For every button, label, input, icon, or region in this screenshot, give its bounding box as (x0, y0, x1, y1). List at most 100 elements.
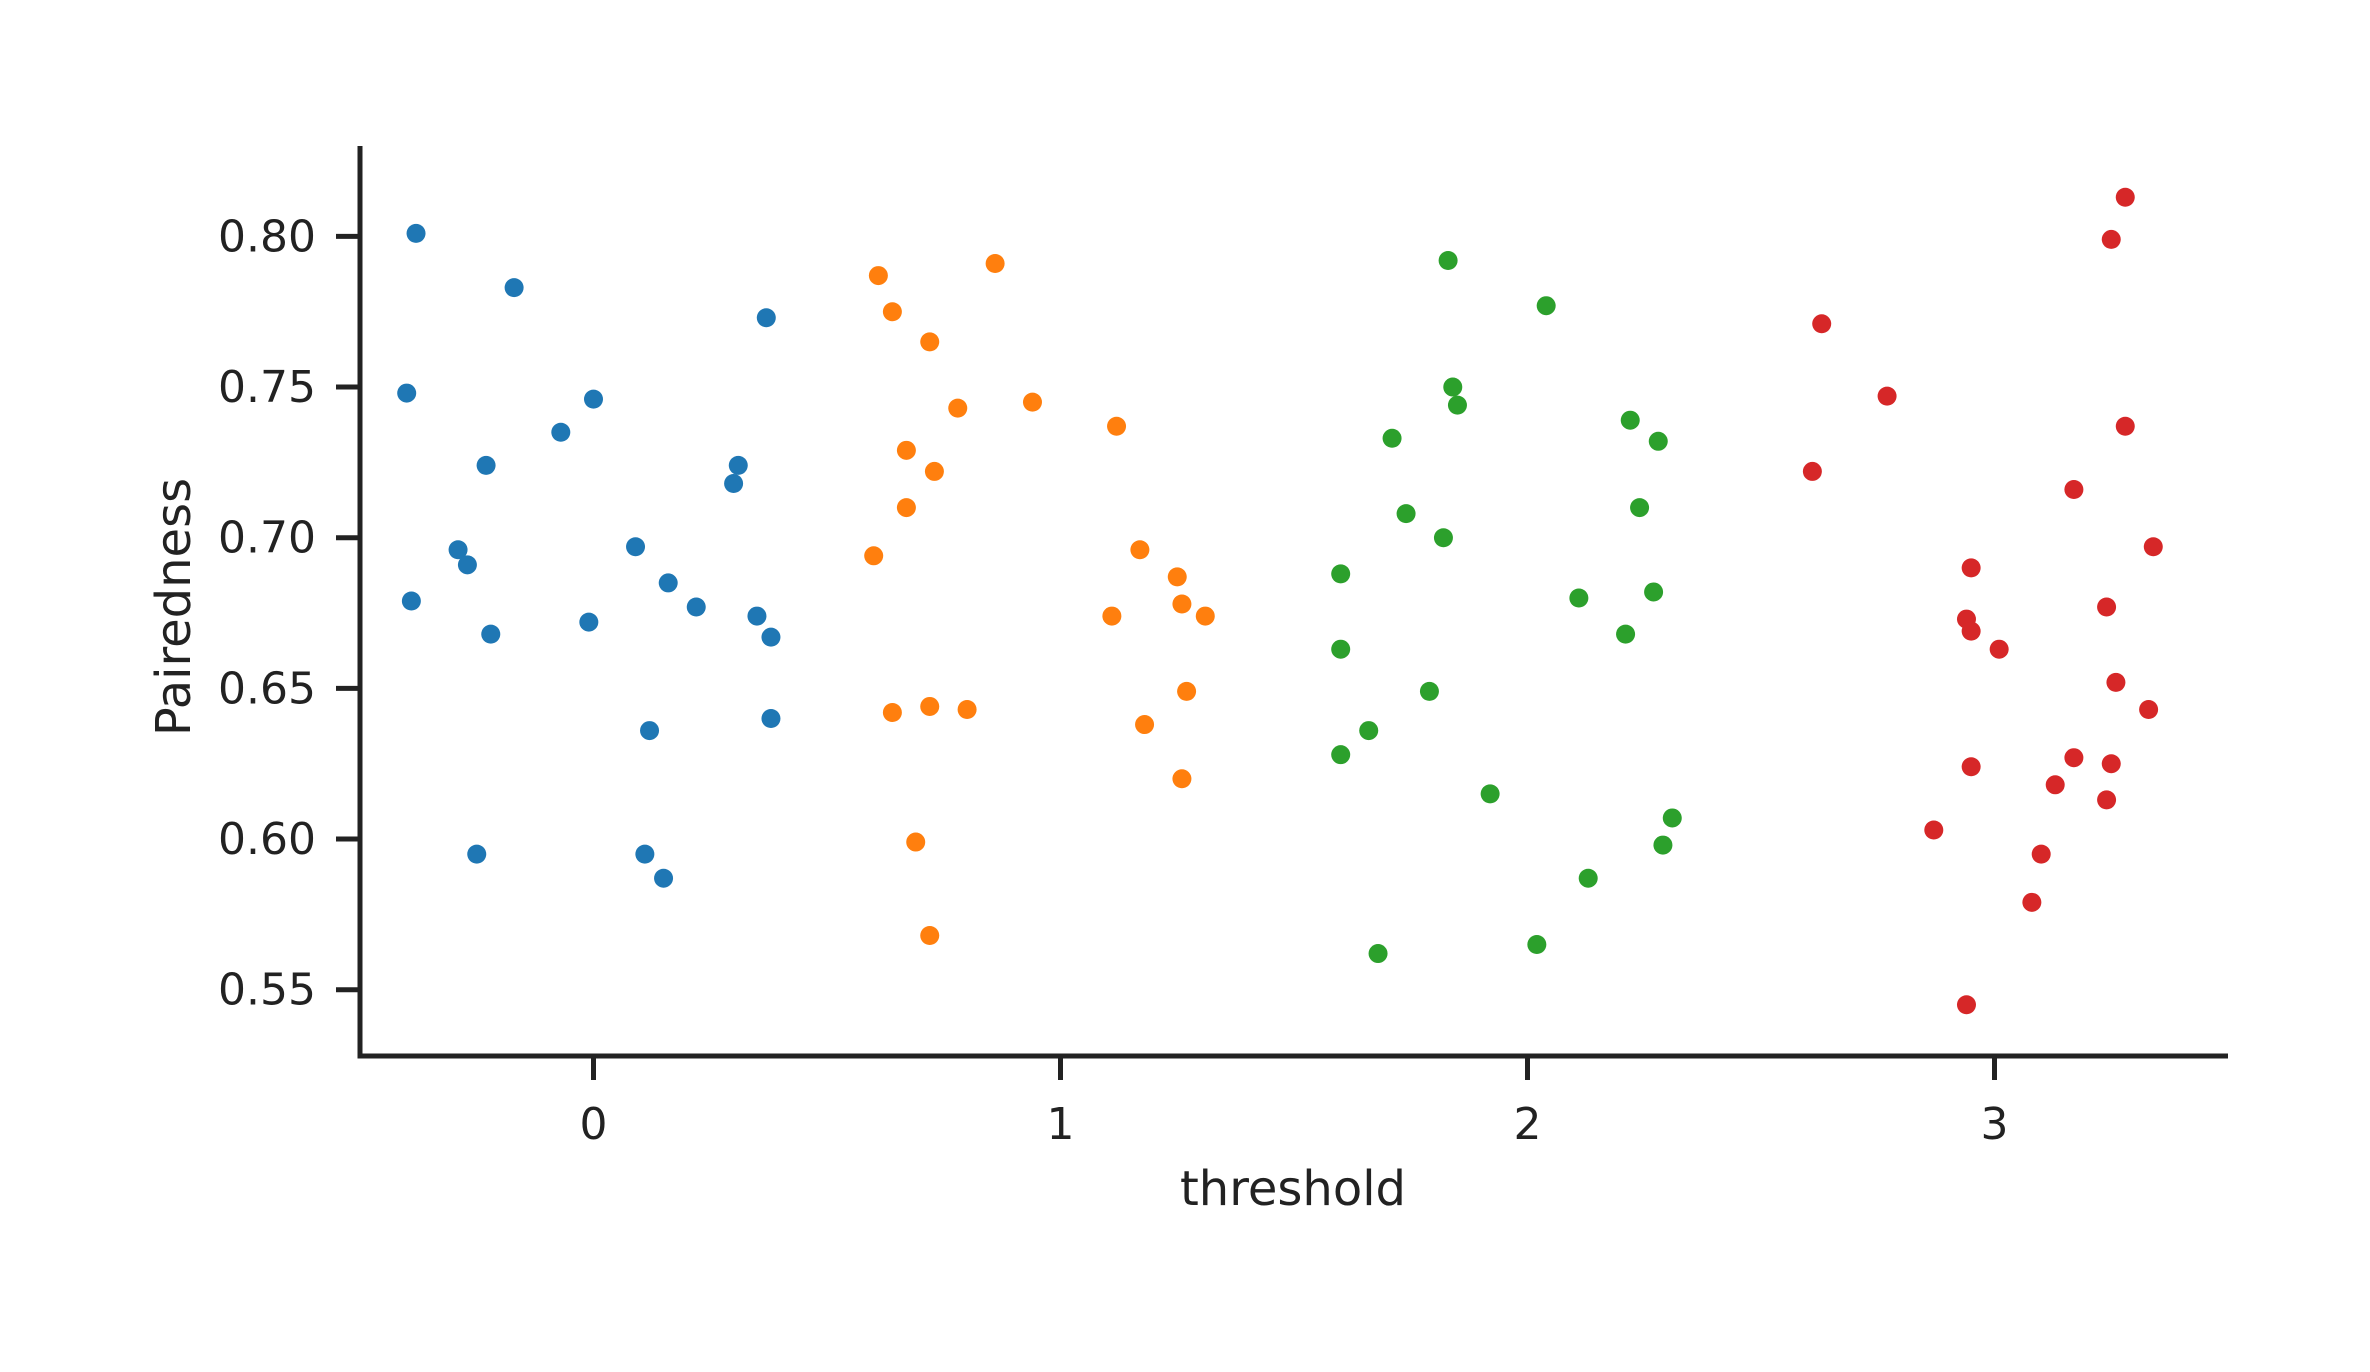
data-point (1616, 624, 1636, 644)
data-point (2101, 754, 2121, 774)
data-point (551, 422, 571, 442)
data-point (1644, 582, 1664, 602)
y-tick-label: 0.60 (218, 814, 316, 865)
data-point (635, 844, 655, 864)
data-point (1447, 395, 1467, 415)
data-point (747, 606, 767, 626)
data-point (1961, 621, 1981, 641)
x-tick-label: 2 (1514, 1099, 1542, 1150)
data-point (654, 868, 674, 888)
data-point (1961, 558, 1981, 578)
data-point (1396, 504, 1416, 524)
data-point (2064, 748, 2084, 768)
data-point (896, 498, 916, 518)
data-point (397, 383, 417, 403)
y-axis-ticks: 0.55 0.60 0.65 0.70 0.75 0.80 (218, 211, 360, 1016)
data-point (756, 308, 776, 328)
data-point (1382, 428, 1402, 448)
y-tick-label: 0.55 (218, 965, 316, 1016)
data-point (1331, 564, 1351, 584)
data-point (1130, 540, 1150, 560)
data-point (584, 389, 603, 409)
y-tick-label: 0.75 (218, 362, 316, 413)
data-point (481, 624, 501, 644)
data-point (2115, 416, 2135, 436)
data-point (2097, 790, 2117, 810)
data-point (920, 696, 940, 716)
data-point (728, 455, 748, 475)
data-point (504, 278, 524, 298)
data-point (626, 537, 646, 557)
data-point (2139, 699, 2159, 719)
data-point (882, 702, 902, 722)
data-point (882, 302, 902, 322)
data-point (2031, 844, 2051, 864)
data-point (1102, 606, 1122, 626)
data-point (1177, 681, 1197, 701)
data-point (920, 332, 940, 352)
y-tick-label: 0.70 (218, 513, 316, 564)
data-point (640, 721, 660, 741)
data-point (1648, 431, 1668, 451)
x-axis-label: threshold (1180, 1161, 1406, 1217)
data-point (658, 573, 678, 593)
data-point (1877, 386, 1897, 406)
data-point (924, 461, 944, 481)
data-point (1419, 681, 1439, 701)
series-1 (397, 223, 781, 888)
data-point (1662, 808, 1682, 828)
data-point (868, 266, 888, 286)
data-point (1620, 410, 1640, 430)
x-tick-label: 1 (1047, 1099, 1075, 1150)
data-point (448, 540, 468, 560)
data-point (2097, 597, 2117, 617)
data-point (2064, 480, 2084, 500)
data-point (1331, 639, 1351, 659)
data-point (1135, 715, 1155, 735)
data-point (1172, 769, 1192, 789)
data-point (2045, 775, 2065, 795)
data-point (1536, 296, 1556, 316)
data-point (1956, 995, 1976, 1015)
data-point (948, 398, 968, 418)
data-point (1630, 498, 1650, 518)
data-point (1359, 721, 1379, 741)
data-point (457, 555, 477, 575)
data-point (1107, 416, 1127, 436)
data-point (467, 844, 487, 864)
data-point (1443, 377, 1463, 397)
y-axis-label: Pairedness (146, 478, 202, 736)
y-tick-label: 0.80 (218, 211, 316, 262)
data-point (1653, 835, 1673, 855)
x-axis-ticks: 0 1 2 3 (580, 1056, 2009, 1150)
data-point (1989, 639, 2009, 659)
series-4 (1802, 187, 2163, 1015)
data-point (579, 612, 599, 632)
axes: 0 1 2 3 0.55 0.60 0.65 0.70 0.75 0.80 (218, 146, 2228, 1150)
data-point (1961, 757, 1981, 777)
data-point (957, 699, 977, 719)
series-3 (1331, 251, 1682, 964)
data-point (1172, 594, 1192, 614)
data-point (1527, 935, 1547, 955)
x-tick-label: 0 (580, 1099, 608, 1150)
data-point (761, 709, 781, 729)
data-point (1924, 820, 1944, 840)
data-point (2101, 229, 2121, 249)
data-point (1022, 392, 1042, 412)
data-point (864, 546, 884, 566)
data-point (2106, 672, 2126, 692)
data-point (1812, 314, 1832, 334)
data-point (1569, 588, 1589, 608)
series-2 (864, 254, 1215, 945)
data-point (401, 591, 421, 611)
data-point (985, 254, 1005, 274)
data-point (2022, 892, 2042, 912)
data-point (724, 473, 744, 493)
y-tick-label: 0.65 (218, 663, 316, 714)
data-point (2143, 537, 2163, 557)
data-point (906, 832, 926, 852)
x-tick-label: 3 (1981, 1099, 2009, 1150)
